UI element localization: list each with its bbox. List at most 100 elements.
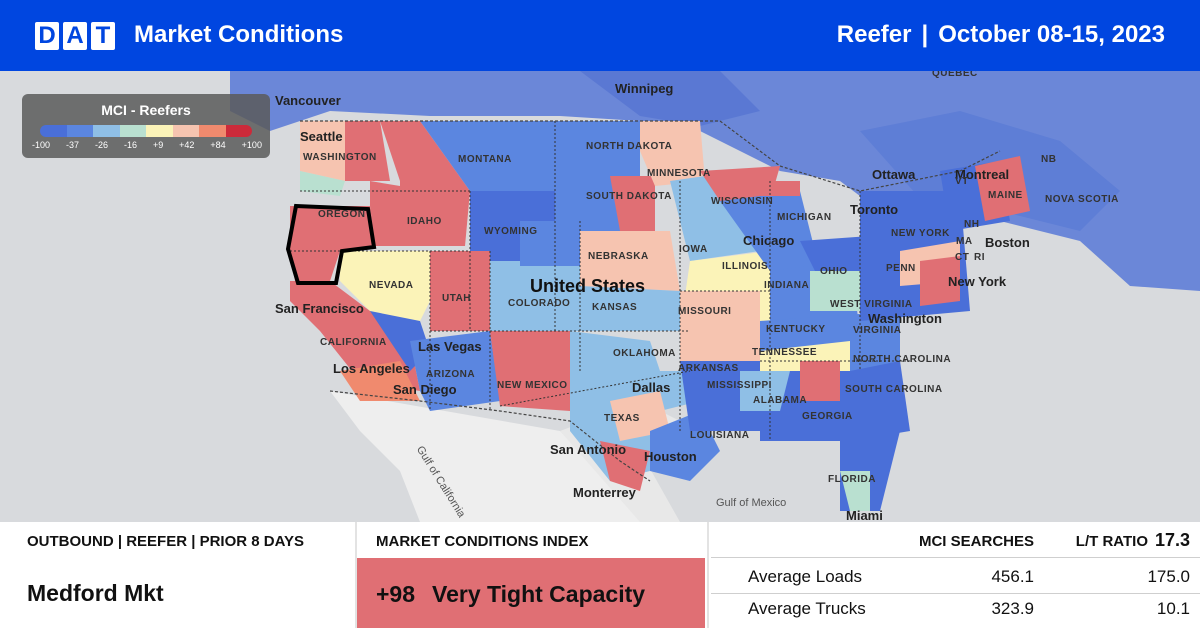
- state-label: MISSOURI: [678, 306, 732, 317]
- separator: |: [921, 21, 929, 48]
- state-label: MA: [956, 236, 973, 247]
- state-label: WYOMING: [484, 226, 538, 237]
- state-label: GEORGIA: [802, 411, 853, 422]
- table-row: Average Loads 456.1 175.0: [711, 561, 1200, 594]
- legend-tick: -26: [94, 140, 108, 150]
- selected-market-outline: [285, 203, 377, 285]
- state-label: OKLAHOMA: [613, 348, 676, 359]
- mci-section: MARKET CONDITIONS INDEX +98 Very Tight C…: [357, 522, 705, 628]
- state-label: OREGON: [318, 209, 366, 220]
- legend-ticks: -100 -37 -26 -16 +9 +42 +84 +100: [32, 140, 262, 150]
- legend-tick: +84: [210, 140, 226, 150]
- state-label: NEW MEXICO: [497, 380, 568, 391]
- legend-swatch: [199, 125, 226, 137]
- logo-letter: A: [63, 22, 87, 50]
- searches-section: MCI SEARCHES L/T RATIO 17.3 Average Load…: [711, 522, 1200, 628]
- market-map[interactable]: Vancouver Seattle Winnipeg Ottawa Montre…: [0, 71, 1200, 522]
- logo-letter: D: [35, 22, 59, 50]
- state-label: VIRGINIA: [853, 325, 902, 336]
- legend-swatch: [225, 125, 252, 137]
- state-label: UTAH: [442, 293, 472, 304]
- header-meta: Reefer | October 08-15, 2023: [837, 21, 1165, 49]
- legend-tick: +42: [179, 140, 195, 150]
- state-label: TENNESSEE: [752, 347, 818, 358]
- state-label: KENTUCKY: [766, 324, 826, 335]
- city-label: San Antonio: [550, 442, 627, 457]
- state-label: IDAHO: [407, 216, 442, 227]
- row-label: Average Trucks: [748, 599, 866, 618]
- city-label: Winnipeg: [615, 81, 674, 96]
- state-label: MISSISSIPPI: [707, 380, 772, 391]
- city-label: San Diego: [393, 382, 457, 397]
- city-label: Vancouver: [275, 93, 341, 108]
- city-label: Dallas: [632, 380, 671, 395]
- state-label: NH: [964, 219, 980, 230]
- market-name: Medford Mkt: [27, 580, 164, 606]
- city-label: Ottawa: [872, 167, 916, 182]
- state-label: NEBRASKA: [588, 251, 649, 262]
- mci-value: +98: [376, 581, 416, 607]
- state-label: NORTH CAROLINA: [853, 354, 952, 365]
- state-label: MONTANA: [458, 154, 512, 165]
- state-label: WISCONSIN: [711, 196, 774, 207]
- legend-tick: -37: [65, 140, 79, 150]
- city-label: Washington: [868, 311, 942, 326]
- logo-letter: T: [91, 22, 115, 50]
- city-label: Montreal: [955, 167, 1010, 182]
- state-label: NOVA SCOTIA: [1045, 194, 1119, 205]
- state-label: SOUTH CAROLINA: [845, 384, 943, 395]
- state-label: NEW YORK: [891, 228, 950, 239]
- city-label: Miami: [846, 508, 883, 522]
- date-range: October 08-15, 2023: [938, 21, 1165, 48]
- city-label: Los Angeles: [333, 361, 410, 376]
- state-label: TEXAS: [604, 413, 640, 424]
- divider: [707, 522, 709, 628]
- city-label: San Francisco: [275, 301, 364, 316]
- equipment-label: Reefer: [836, 21, 912, 48]
- legend-tick: -16: [123, 140, 137, 150]
- state-label: QUEBEC: [932, 71, 978, 79]
- state-label: NB: [1041, 154, 1057, 165]
- ratio-value: 17.3: [1154, 530, 1190, 550]
- legend-tick: +100: [241, 140, 262, 150]
- row-searches: 323.9: [991, 599, 1034, 618]
- city-label: Seattle: [300, 129, 343, 144]
- legend-tick: +9: [152, 140, 164, 150]
- row-label: Average Loads: [748, 567, 863, 586]
- country-label: United States: [530, 276, 646, 296]
- city-label: Monterrey: [573, 485, 636, 500]
- state-label: FLORIDA: [828, 474, 876, 485]
- state-label: ARKANSAS: [678, 363, 739, 374]
- legend-color-scale: [40, 125, 252, 137]
- legend-swatch: [66, 125, 93, 137]
- dat-logo: D A T: [35, 22, 115, 50]
- legend-swatch: [146, 125, 173, 137]
- header-bar: D A T Market Conditions Reefer | October 0…: [0, 0, 1200, 71]
- state-label: ARIZONA: [426, 369, 476, 380]
- state-label: PENN: [886, 263, 916, 274]
- page-title: Market Conditions: [134, 21, 344, 48]
- mci-header: MARKET CONDITIONS INDEX: [376, 533, 589, 550]
- state-label: ALABAMA: [753, 395, 808, 406]
- state-label: ILLINOIS: [722, 261, 769, 272]
- outbound-section: OUTBOUND | REEFER | PRIOR 8 DAYS Medford…: [0, 522, 355, 628]
- legend-swatch: [40, 125, 67, 137]
- row-ratio: 10.1: [1156, 599, 1190, 618]
- city-label: Houston: [644, 449, 697, 464]
- city-label: Toronto: [850, 202, 899, 217]
- table-row: Average Trucks 323.9 10.1: [711, 593, 1200, 625]
- mci-status-text: Very Tight Capacity: [432, 581, 646, 607]
- ratio-header: L/T RATIO: [1075, 533, 1148, 550]
- state-label: IOWA: [679, 244, 708, 255]
- state-label: NORTH DAKOTA: [586, 141, 673, 152]
- water-label: Gulf of Mexico: [716, 497, 787, 509]
- city-label: Boston: [985, 235, 1030, 250]
- state-label: MINNESOTA: [647, 168, 711, 179]
- state-label: CT: [955, 252, 970, 263]
- city-label: Chicago: [743, 233, 795, 248]
- state-label: OHIO: [820, 266, 848, 277]
- state-label: COLORADO: [508, 298, 571, 309]
- legend-swatch: [119, 125, 146, 137]
- state-label: NEVADA: [369, 280, 414, 291]
- city-label: Las Vegas: [418, 339, 482, 354]
